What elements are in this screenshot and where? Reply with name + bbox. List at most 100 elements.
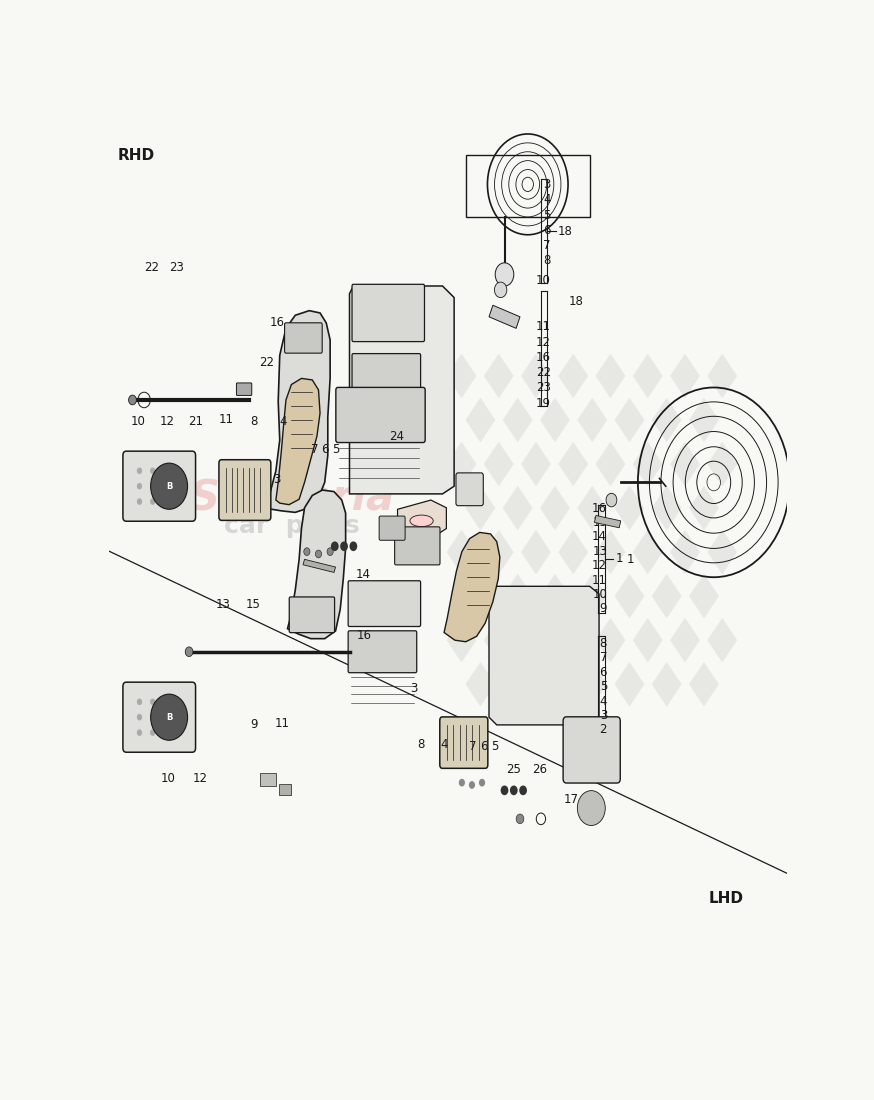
Polygon shape bbox=[595, 353, 626, 398]
Circle shape bbox=[309, 602, 325, 620]
Polygon shape bbox=[670, 353, 700, 398]
Circle shape bbox=[163, 714, 169, 720]
Circle shape bbox=[150, 483, 156, 490]
Polygon shape bbox=[398, 500, 447, 539]
Polygon shape bbox=[540, 397, 570, 442]
Text: 5: 5 bbox=[491, 740, 498, 754]
Circle shape bbox=[177, 698, 182, 705]
Circle shape bbox=[340, 541, 348, 551]
Text: 16: 16 bbox=[270, 316, 285, 329]
Polygon shape bbox=[595, 442, 626, 486]
Polygon shape bbox=[707, 618, 737, 662]
Circle shape bbox=[150, 463, 188, 509]
Text: 6: 6 bbox=[322, 443, 329, 456]
Polygon shape bbox=[558, 530, 588, 574]
Text: 23: 23 bbox=[170, 261, 184, 274]
Polygon shape bbox=[670, 530, 700, 574]
Circle shape bbox=[150, 694, 188, 740]
Polygon shape bbox=[288, 491, 345, 639]
Polygon shape bbox=[484, 618, 514, 662]
Text: 8: 8 bbox=[417, 738, 425, 751]
FancyBboxPatch shape bbox=[237, 383, 252, 395]
Polygon shape bbox=[521, 442, 551, 486]
Circle shape bbox=[150, 729, 156, 736]
Circle shape bbox=[510, 785, 517, 795]
Text: 10: 10 bbox=[536, 274, 551, 287]
Text: 16: 16 bbox=[536, 351, 551, 364]
Text: 18: 18 bbox=[568, 295, 584, 308]
Text: 19: 19 bbox=[536, 396, 551, 409]
Polygon shape bbox=[484, 442, 514, 486]
Text: 3: 3 bbox=[274, 473, 281, 486]
Text: 22: 22 bbox=[143, 261, 159, 274]
Text: 4: 4 bbox=[544, 194, 551, 207]
Text: 3: 3 bbox=[600, 710, 607, 722]
FancyBboxPatch shape bbox=[440, 717, 488, 768]
Text: 12: 12 bbox=[536, 336, 551, 349]
Polygon shape bbox=[707, 530, 737, 574]
FancyBboxPatch shape bbox=[352, 353, 420, 399]
Polygon shape bbox=[503, 574, 532, 618]
Circle shape bbox=[137, 498, 142, 505]
Circle shape bbox=[496, 263, 514, 286]
Polygon shape bbox=[503, 662, 532, 706]
Text: 22: 22 bbox=[260, 356, 274, 369]
Circle shape bbox=[468, 781, 475, 789]
Polygon shape bbox=[578, 662, 607, 706]
Polygon shape bbox=[558, 353, 588, 398]
Circle shape bbox=[177, 498, 182, 505]
Text: 12: 12 bbox=[592, 559, 607, 572]
Circle shape bbox=[163, 498, 169, 505]
Text: 23: 23 bbox=[536, 382, 551, 394]
Text: 18: 18 bbox=[558, 224, 572, 238]
FancyBboxPatch shape bbox=[279, 784, 291, 795]
Circle shape bbox=[163, 468, 169, 474]
Text: B: B bbox=[166, 482, 172, 491]
Ellipse shape bbox=[410, 515, 434, 527]
Circle shape bbox=[163, 483, 169, 490]
FancyBboxPatch shape bbox=[289, 597, 335, 632]
Polygon shape bbox=[489, 586, 599, 725]
Polygon shape bbox=[558, 618, 588, 662]
Polygon shape bbox=[447, 618, 476, 662]
Text: 7: 7 bbox=[469, 740, 476, 754]
Circle shape bbox=[150, 498, 156, 505]
Text: 11: 11 bbox=[536, 320, 551, 333]
Polygon shape bbox=[447, 442, 476, 486]
FancyBboxPatch shape bbox=[395, 527, 440, 565]
Polygon shape bbox=[652, 486, 682, 530]
Text: 1: 1 bbox=[615, 552, 623, 565]
Circle shape bbox=[137, 714, 142, 720]
Polygon shape bbox=[578, 486, 607, 530]
Text: 14: 14 bbox=[356, 568, 371, 581]
Circle shape bbox=[177, 468, 182, 474]
Circle shape bbox=[128, 395, 136, 405]
Text: 17: 17 bbox=[564, 793, 579, 806]
Polygon shape bbox=[689, 662, 718, 706]
Text: 2: 2 bbox=[600, 724, 607, 737]
Polygon shape bbox=[594, 516, 621, 528]
Circle shape bbox=[304, 548, 310, 556]
Polygon shape bbox=[466, 574, 496, 618]
Polygon shape bbox=[689, 574, 718, 618]
Polygon shape bbox=[521, 618, 551, 662]
Polygon shape bbox=[558, 442, 588, 486]
Circle shape bbox=[150, 468, 156, 474]
Polygon shape bbox=[633, 353, 662, 398]
Circle shape bbox=[288, 459, 307, 483]
Circle shape bbox=[150, 714, 156, 720]
Text: 1: 1 bbox=[627, 553, 635, 566]
Text: 4: 4 bbox=[440, 738, 448, 751]
Text: 13: 13 bbox=[216, 598, 231, 612]
Polygon shape bbox=[652, 397, 682, 442]
Polygon shape bbox=[540, 486, 570, 530]
Circle shape bbox=[163, 729, 169, 736]
Polygon shape bbox=[595, 530, 626, 574]
Polygon shape bbox=[595, 618, 626, 662]
Text: 8: 8 bbox=[544, 254, 551, 267]
FancyBboxPatch shape bbox=[260, 773, 276, 785]
Circle shape bbox=[350, 541, 357, 551]
Text: 3: 3 bbox=[410, 682, 417, 695]
Circle shape bbox=[177, 483, 182, 490]
Circle shape bbox=[331, 541, 338, 551]
